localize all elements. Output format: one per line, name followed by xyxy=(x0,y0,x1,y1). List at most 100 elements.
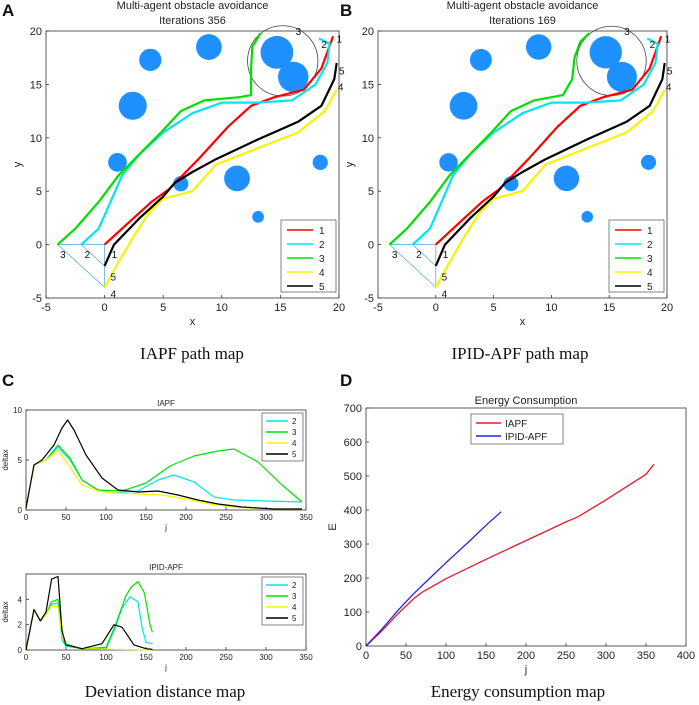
series-line-4 xyxy=(103,89,338,288)
y-axis-label: y xyxy=(12,161,24,167)
x-tick-label: 150 xyxy=(139,513,153,522)
plot-frame xyxy=(25,409,307,511)
chart-title: Multi-agent obstacle avoidance xyxy=(117,0,269,12)
y-tick-label: -5 xyxy=(32,293,42,305)
y-tick-label: 10 xyxy=(362,133,374,145)
chart-panel-c-ipid: IPID-APF 0 50 100 150 200 250 300 350 0 2 4 j deltax 2… xyxy=(1,563,313,672)
y-tick-label: 20 xyxy=(362,26,374,38)
y-axis-label: deltax xyxy=(1,601,10,622)
obstacle-circle xyxy=(640,154,657,170)
x-tick-label: 300 xyxy=(259,653,273,662)
legend-label-4: 4 xyxy=(319,268,325,279)
obstacle-circle xyxy=(278,61,309,93)
x-tick-label: 250 xyxy=(219,513,233,522)
y-tick-label: 2 xyxy=(18,621,23,630)
y-tick-label: 0 xyxy=(36,240,42,252)
chart-panel-b: Multi-agent obstacle avoidance Iterations… xyxy=(344,0,673,328)
x-axis-label: x xyxy=(190,316,196,328)
y-tick-label: 0 xyxy=(18,646,23,655)
obstacle-circle xyxy=(108,152,127,172)
y-tick-label: 500 xyxy=(344,471,362,483)
chart-panel-d: Energy Consumption 0 50 100 150 200 250 300 350 4… xyxy=(327,395,695,676)
x-tick-label: 350 xyxy=(299,653,313,662)
start-label-4: 4 xyxy=(110,290,116,301)
obstacle-circle xyxy=(553,165,580,192)
start-label-2: 2 xyxy=(416,250,422,261)
goal-label-4: 4 xyxy=(666,83,672,94)
x-tick-label: 150 xyxy=(139,653,153,662)
panel-letter-a: A xyxy=(2,1,14,20)
panel-letter-d: D xyxy=(340,371,352,390)
legend-box xyxy=(280,219,337,293)
y-tick-label: 10 xyxy=(13,406,22,415)
x-axis-label: x xyxy=(520,316,526,328)
obstacle-circle xyxy=(589,36,622,69)
y-tick-label: 5 xyxy=(36,186,42,198)
series-line-2 xyxy=(25,446,303,509)
obstacle-circle xyxy=(196,34,222,60)
x-axis-label: j xyxy=(524,664,527,676)
panel-letter-b: B xyxy=(340,1,352,20)
x-tick-label: 250 xyxy=(219,653,233,662)
panel-letter-c: C xyxy=(2,371,14,390)
series-line-1 xyxy=(435,35,663,246)
legend-label-2: 2 xyxy=(292,417,297,426)
caption-b: IPID-APF path map xyxy=(452,344,589,363)
y-tick-label: 300 xyxy=(344,539,362,551)
legend-label-3: 3 xyxy=(292,592,297,601)
legend-label-5: 5 xyxy=(647,282,653,293)
legend-label-3: 3 xyxy=(647,254,653,265)
series-line-5 xyxy=(103,62,338,267)
goal-label-2: 2 xyxy=(321,40,327,51)
legend-box xyxy=(470,413,564,445)
x-tick-label: -5 xyxy=(41,302,51,314)
goal-label-3: 3 xyxy=(296,27,302,38)
y-tick-label: 0 xyxy=(368,240,374,252)
x-tick-label: 10 xyxy=(545,302,557,314)
x-tick-label: 350 xyxy=(299,513,313,522)
series-line-IAPF xyxy=(365,463,655,647)
legend-label-3: 3 xyxy=(292,428,297,437)
y-axis-label: E xyxy=(327,523,339,530)
legend-label-4: 4 xyxy=(292,439,297,448)
start-label-2: 2 xyxy=(85,250,91,261)
chart-title: IAPF xyxy=(157,399,175,408)
x-tick-label: 0 xyxy=(24,653,29,662)
x-tick-label: 100 xyxy=(99,653,113,662)
legend-label-5: 5 xyxy=(319,282,325,293)
series-line-1 xyxy=(103,35,335,246)
x-tick-label: 100 xyxy=(99,513,113,522)
x-tick-label: 5 xyxy=(491,302,497,314)
legend-label-2: 2 xyxy=(647,240,653,251)
chart-subtitle: Iterations 356 xyxy=(159,15,226,27)
series-line-IPID-APF xyxy=(365,511,502,647)
x-axis-label: j xyxy=(164,523,167,532)
series-line-4 xyxy=(434,89,666,288)
y-tick-label: 200 xyxy=(344,573,362,585)
legend-label-2: 2 xyxy=(292,581,297,590)
start-label-4: 4 xyxy=(442,290,448,301)
x-tick-label: 100 xyxy=(437,650,455,662)
x-axis-label: j xyxy=(164,663,167,672)
x-tick-label: 0 xyxy=(433,302,439,314)
x-tick-label: 50 xyxy=(62,513,71,522)
x-tick-label: 400 xyxy=(677,650,695,662)
x-tick-label: 20 xyxy=(333,302,345,314)
series-line-3 xyxy=(388,32,591,246)
x-tick-label: 300 xyxy=(259,513,273,522)
legend-label-1: 1 xyxy=(647,226,653,237)
chart-panel-a: Multi-agent obstacle avoidance Iterations… xyxy=(12,0,345,328)
legend-label-4: 4 xyxy=(292,603,297,612)
caption-a: IAPF path map xyxy=(140,344,244,363)
y-tick-label: 5 xyxy=(368,186,374,198)
x-tick-label: 15 xyxy=(274,302,286,314)
goal-label-4: 4 xyxy=(338,83,344,94)
start-label-1: 1 xyxy=(112,250,118,261)
x-tick-label: 20 xyxy=(661,302,673,314)
y-tick-label: 10 xyxy=(30,133,42,145)
x-tick-label: 250 xyxy=(557,650,575,662)
goal-label-1: 1 xyxy=(665,34,671,45)
series-line-2 xyxy=(411,37,659,246)
caption-c: Deviation distance map xyxy=(85,682,246,701)
